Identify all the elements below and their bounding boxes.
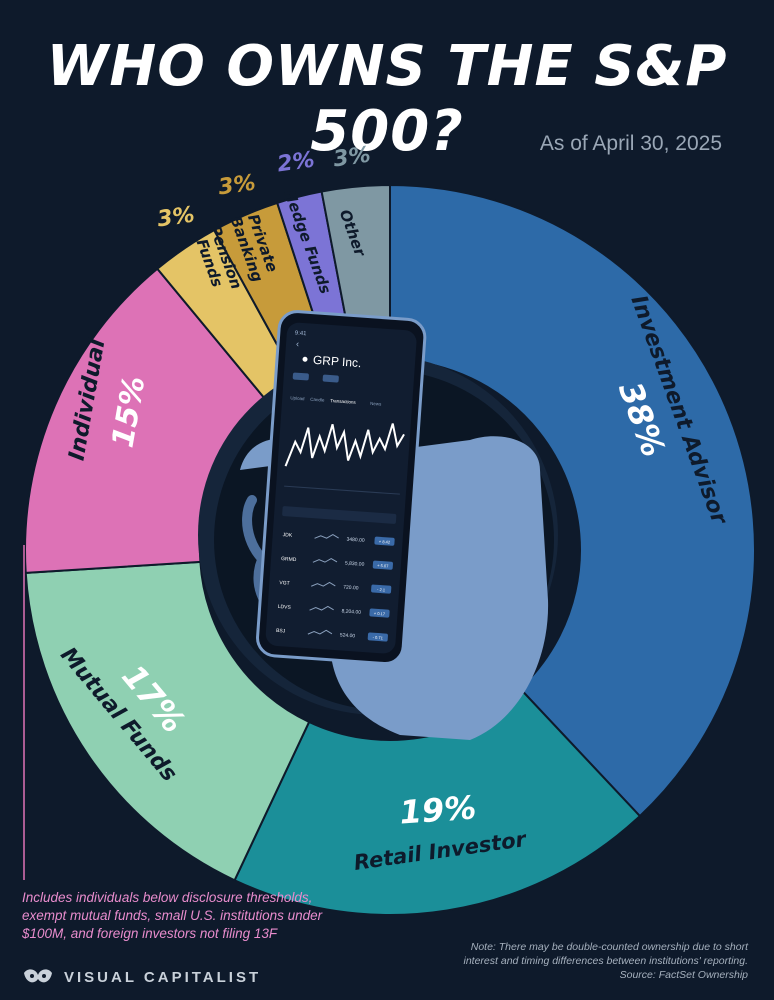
row-sparkline [307, 629, 333, 635]
chart-divider [284, 485, 400, 495]
brand-mask-icon [24, 969, 52, 983]
row-price: 8,204.00 [341, 608, 361, 615]
phone-tab-2[interactable]: Transactions [330, 398, 357, 405]
slice-mutual-funds [24, 560, 311, 882]
row-price: 3480.00 [346, 537, 365, 544]
row-ticker: BSJ [276, 628, 286, 635]
row-change: + 5.07 [377, 563, 389, 569]
row-change: - 2.1 [377, 587, 386, 593]
phone-tab-1[interactable]: Candle [310, 397, 325, 403]
row-change-badge [367, 632, 388, 642]
row-ticker: GRMD [281, 556, 297, 563]
phone-rows: JDK 3480.00 + 8.42 GRMD 5,830.00 + 5.07 VGT 720… [276, 530, 395, 642]
note: Note: There may be double-counted owners… [448, 940, 749, 982]
row-sparkline [312, 557, 338, 563]
value-label-hedge-funds: 2% [276, 148, 316, 178]
row-ticker: LDVS [277, 604, 291, 611]
row-price: 720.00 [343, 584, 359, 591]
phone-row[interactable]: LDVS 8,204.00 + 0.17 [277, 602, 390, 618]
stock-name: GRP Inc. [313, 353, 362, 370]
row-change-badge [372, 560, 393, 570]
phone-row[interactable]: JDK 3480.00 + 8.42 [283, 530, 395, 546]
value-label-pension-funds: 3% [156, 203, 196, 233]
row-ticker: VGT [279, 580, 290, 587]
brand-name: VISUAL CAPITALIST [64, 968, 262, 986]
back-icon: ‹ [296, 339, 300, 349]
value-label-retail-investor: 19% [398, 788, 477, 831]
row-price: 524.00 [340, 632, 356, 639]
row-sparkline [314, 534, 339, 539]
row-ticker: JDK [283, 532, 294, 539]
phone-illustration: 9:41 ‹ GRP Inc. Upload Candle Transactio… [214, 310, 554, 740]
row-change-badge [369, 608, 390, 618]
row-change: - 0.71 [373, 635, 384, 641]
row-change-badge [371, 584, 392, 594]
row-change: + 0.17 [374, 611, 386, 617]
phone-pill-a [292, 372, 309, 381]
phone-screen [265, 322, 417, 654]
phone-tab-0[interactable]: Upload [290, 395, 305, 401]
price-line [284, 423, 405, 467]
phone-time: 9:41 [295, 330, 308, 337]
source-text: Source: FactSet Ownership [619, 969, 748, 981]
phone-search[interactable] [282, 506, 397, 524]
footnote: Includes individuals below disclosure th… [22, 890, 323, 941]
row-sparkline [311, 581, 336, 587]
stock-dot-icon [302, 356, 308, 362]
row-sparkline [309, 605, 334, 611]
chart-subtitle: As of April 30, 2025 [539, 132, 722, 155]
value-label-private-banking: 3% [217, 171, 257, 201]
row-change-badge [374, 536, 395, 546]
brand-logo: VISUAL CAPITALIST [22, 964, 261, 990]
row-price: 5,830.00 [345, 561, 365, 568]
note-text: Note: There may be double-counted owners… [463, 941, 749, 967]
slice-investment-advisor [389, 183, 756, 818]
row-change: + 8.42 [379, 539, 391, 545]
phone-pill-b [322, 374, 339, 383]
phone-tab-3[interactable]: News [370, 401, 382, 407]
slices-group [24, 183, 756, 916]
chart-title: WHO OWNS THE S&P 500? [46, 34, 728, 164]
phone-row[interactable]: VGT 720.00 - 2.1 [279, 578, 392, 594]
value-label-other: 3% [332, 143, 372, 173]
phone-row[interactable]: GRMD 5,830.00 + 5.07 [281, 554, 393, 570]
phone-row[interactable]: BSJ 524.00 - 0.71 [276, 626, 388, 642]
